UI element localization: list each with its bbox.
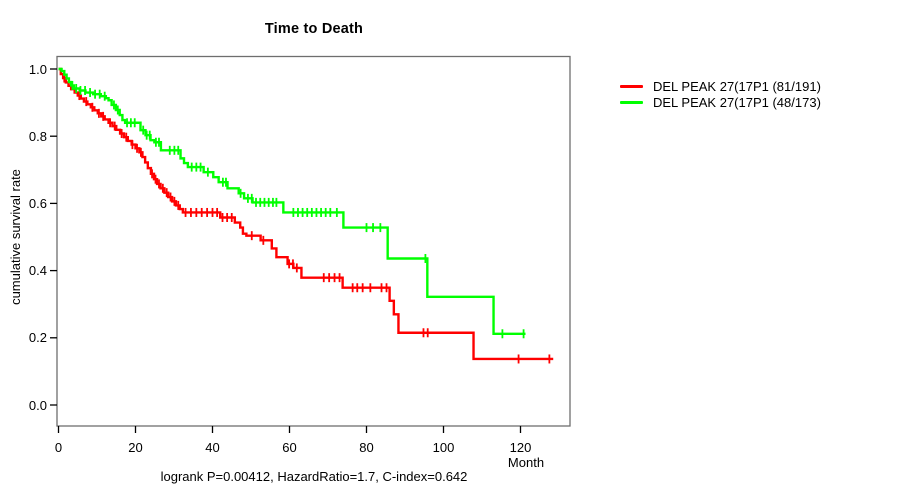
legend-line-green xyxy=(620,100,643,104)
x-tick-label: 40 xyxy=(205,440,220,455)
stats-annotation: logrank P=0.00412, HazardRatio=1.7, C-in… xyxy=(160,469,468,484)
legend-item-green: DEL PEAK 27(17P1 (48/173) xyxy=(620,94,821,110)
y-axis-label: cumulative survival rate xyxy=(8,169,23,305)
survival-curve-green xyxy=(58,67,526,335)
y-tick-label: 1.0 xyxy=(28,61,47,77)
survival-curve-red xyxy=(58,67,554,361)
x-axis-label: Month xyxy=(507,455,545,470)
x-tick-label: 120 xyxy=(509,440,532,455)
y-tick-label: 0.0 xyxy=(28,397,47,413)
x-tick-label: 100 xyxy=(432,440,455,455)
x-tick-label: 20 xyxy=(128,440,143,455)
y-tick-label: 0.2 xyxy=(28,330,47,346)
y-tick-label: 0.8 xyxy=(28,128,47,144)
plot-box xyxy=(56,55,571,427)
x-tick-label: 0 xyxy=(54,440,63,455)
legend-label-red: DEL PEAK 27(17P1 (81/191) xyxy=(653,78,821,94)
x-tick-label: 60 xyxy=(282,440,297,455)
legend: DEL PEAK 27(17P1 (81/191) DEL PEAK 27(17… xyxy=(620,78,821,110)
legend-item-red: DEL PEAK 27(17P1 (81/191) xyxy=(620,78,821,94)
legend-label-green: DEL PEAK 27(17P1 (48/173) xyxy=(653,94,821,110)
x-tick-label: 80 xyxy=(359,440,374,455)
y-tick-label: 0.6 xyxy=(28,195,47,211)
y-tick-label: 0.4 xyxy=(28,263,47,279)
chart-title: Time to Death xyxy=(264,21,364,37)
legend-line-red xyxy=(620,84,643,88)
